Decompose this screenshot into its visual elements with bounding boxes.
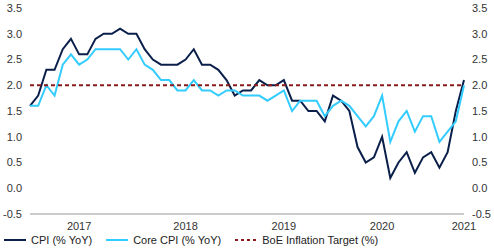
html-text:Core CPI (% YoY): Core CPI (% YoY) [133,234,222,246]
svg-text:2021: 2021 [452,220,476,232]
svg-text:2.5: 2.5 [8,53,22,65]
svg-text:2017: 2017 [67,220,91,232]
svg-text:1.0: 1.0 [472,131,486,143]
svg-text:0.5: 0.5 [472,156,486,168]
svg-text:2.0: 2.0 [472,79,486,91]
svg-text:2019: 2019 [272,220,296,232]
svg-text:3.5: 3.5 [472,2,486,14]
svg-text:3.0: 3.0 [472,28,486,40]
svg-text:2.5: 2.5 [472,53,486,65]
svg-text:0.0: 0.0 [472,182,486,194]
html-text:BoE Inflation Target (%): BoE Inflation Target (%) [262,234,379,246]
svg-text:1.5: 1.5 [8,105,22,117]
svg-text:0.0: 0.0 [8,182,22,194]
svg-text:2020: 2020 [370,220,394,232]
svg-text:2018: 2018 [173,220,197,232]
svg-text:-0.5: -0.5 [8,208,22,220]
svg-text:1.0: 1.0 [8,131,22,143]
svg-text:1.5: 1.5 [472,105,486,117]
svg-text:-0.5: -0.5 [472,208,486,220]
svg-text:0.5: 0.5 [8,156,22,168]
svg-text:2.0: 2.0 [8,79,22,91]
svg-text:3.5: 3.5 [8,2,22,14]
html-text:CPI (% YoY): CPI (% YoY) [31,234,93,246]
svg-text:3.0: 3.0 [8,28,22,40]
